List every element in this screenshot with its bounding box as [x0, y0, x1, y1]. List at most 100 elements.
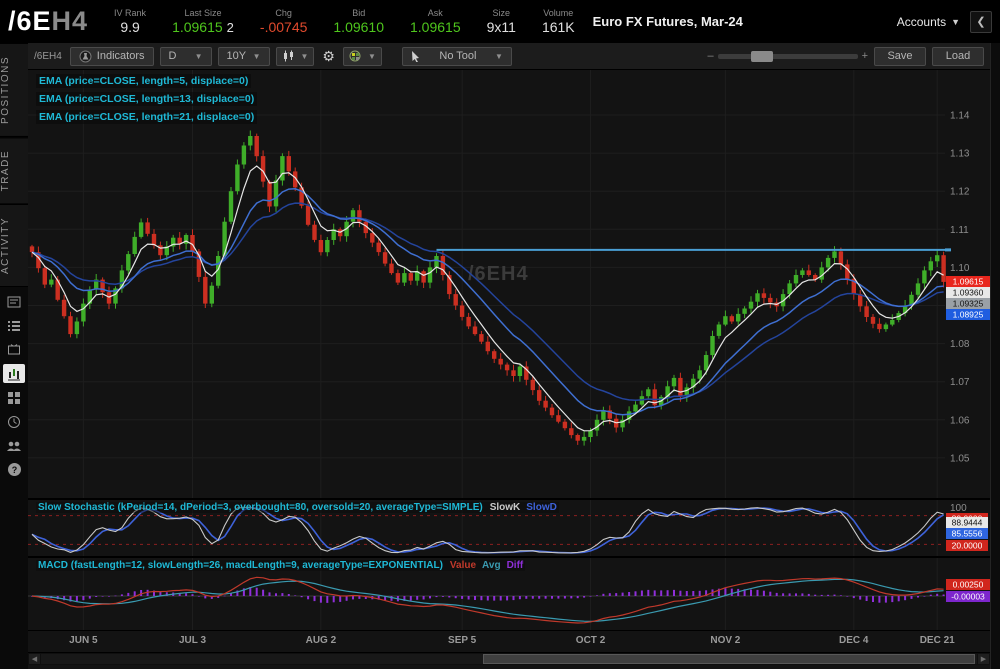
time-axis-label: JUN 5	[69, 635, 98, 646]
candlestick-chart[interactable]: 1.141.131.121.111.101.091.081.071.061.05…	[28, 70, 990, 498]
svg-text:?: ?	[11, 465, 17, 475]
svg-text:1.09360: 1.09360	[953, 288, 984, 298]
svg-text:0.00250: 0.00250	[953, 580, 984, 590]
field-value: 161K	[541, 19, 575, 35]
ema5-label[interactable]: EMA (price=CLOSE, length=5, displace=0)	[36, 74, 252, 88]
field-size: Size 9x11	[487, 8, 516, 35]
macd-panel[interactable]: MACD (fastLength=12, slowLength=26, macd…	[28, 556, 990, 632]
candlestick-icon	[283, 50, 293, 62]
time-axis-label: OCT 2	[575, 635, 606, 646]
layout-dropdown[interactable]: ▼	[342, 46, 382, 66]
time-axis-label: SEP 5	[448, 635, 477, 646]
timeframe-dropdown[interactable]: D ▼	[159, 46, 212, 66]
macd-label[interactable]: MACD (fastLength=12, slowLength=26, macd…	[36, 560, 526, 571]
field-label: IV Rank	[114, 8, 147, 18]
field-label: Ask	[427, 8, 443, 18]
svg-text:1.08925: 1.08925	[953, 310, 984, 320]
price-panel[interactable]: EMA (price=CLOSE, length=5, displace=0) …	[28, 70, 990, 498]
field-last-size: Last Size 1.09615 2	[172, 8, 234, 36]
chart-type-dropdown[interactable]: ▼	[275, 46, 315, 66]
svg-text:1.09325: 1.09325	[953, 299, 984, 309]
indicators-button[interactable]: Indicators	[69, 46, 154, 66]
instrument-description: Euro FX Futures, Mar-24	[592, 14, 743, 29]
svg-text:1.07: 1.07	[950, 377, 970, 388]
chevron-down-icon: ▼	[494, 51, 503, 61]
scrollbar-track[interactable]	[41, 654, 977, 664]
svg-text:1.12: 1.12	[950, 187, 970, 198]
range-dropdown[interactable]: 10Y ▼	[217, 46, 270, 66]
range-value: 10Y	[226, 50, 247, 62]
load-label: Load	[945, 50, 971, 62]
save-button[interactable]: Save	[874, 46, 926, 66]
scrollbar-thumb[interactable]	[483, 654, 975, 664]
axis-badge: 20.0000	[946, 540, 988, 551]
candles	[29, 130, 946, 446]
time-axis-label: DEC 21	[919, 635, 955, 646]
study-labels-price: EMA (price=CLOSE, length=5, displace=0) …	[36, 74, 258, 124]
grid-icon[interactable]	[3, 388, 25, 407]
accounts-label: Accounts	[896, 14, 947, 29]
svg-text:85.5556: 85.5556	[952, 529, 983, 539]
symbol-root: /6E	[8, 6, 52, 36]
field-label: Size	[492, 8, 511, 18]
scroll-right-icon[interactable]: ▶	[978, 654, 989, 664]
zoom-in-icon[interactable]: +	[861, 50, 868, 62]
tool-label: No Tool	[439, 50, 477, 62]
stochastic-params: Slow Stochastic (kPeriod=14, dPeriod=3, …	[38, 502, 483, 513]
accounts-dropdown[interactable]: Accounts ▼	[897, 15, 960, 29]
chevron-down-icon: ▼	[951, 16, 960, 27]
community-icon[interactable]	[3, 436, 25, 455]
gear-icon[interactable]: ⚙	[322, 47, 335, 64]
indicators-label: Indicators	[96, 50, 145, 62]
field-value: 9x11	[486, 19, 516, 35]
macd-params: MACD (fastLength=12, slowLength=26, macd…	[38, 560, 443, 571]
field-value: 1.09615	[410, 19, 461, 35]
time-axis-label: AUG 2	[305, 635, 337, 646]
load-button[interactable]: Load	[932, 46, 984, 66]
macd-plot[interactable]: 0.00250 -0.00003	[28, 558, 990, 632]
macd-avg-legend: Avg	[482, 560, 501, 571]
watchlist-icon[interactable]	[3, 292, 25, 311]
field-label: Bid	[352, 8, 366, 18]
monitor-icon[interactable]	[3, 340, 25, 359]
timeframe-value: D	[168, 50, 177, 62]
zoom-slider[interactable]	[717, 50, 858, 62]
scroll-left-icon[interactable]: ◀	[29, 654, 40, 664]
zoom-slider-thumb[interactable]	[751, 50, 774, 62]
svg-text:1.10: 1.10	[950, 263, 970, 274]
svg-text:20.0000: 20.0000	[952, 541, 983, 551]
field-value: 9.9	[120, 19, 140, 35]
field-label: Volume	[543, 8, 574, 18]
cursor-icon	[411, 50, 419, 62]
drawing-tool-dropdown[interactable]: No Tool ▼	[401, 46, 512, 66]
ema21-label[interactable]: EMA (price=CLOSE, length=21, displace=0)	[36, 110, 258, 124]
sidebar-tab-trade[interactable]: TRADE	[0, 136, 28, 205]
sidebar-tab-activity[interactable]: ACTIVITY	[0, 204, 28, 288]
ema13-label[interactable]: EMA (price=CLOSE, length=13, displace=0)	[36, 92, 258, 106]
stochastic-panel[interactable]: Slow Stochastic (kPeriod=14, dPeriod=3, …	[28, 498, 990, 558]
list-icon[interactable]	[3, 316, 25, 335]
sidebar-tab-positions[interactable]: POSITIONS	[0, 43, 28, 137]
right-collapse-strip[interactable]	[990, 43, 1000, 669]
clock-icon[interactable]	[3, 412, 25, 431]
svg-text:1.14: 1.14	[950, 111, 970, 122]
svg-text:1.06: 1.06	[950, 415, 970, 426]
axis-badge: -0.00003	[946, 591, 990, 602]
chart-icon[interactable]	[3, 364, 25, 384]
field-volume: Volume 161K	[542, 8, 575, 35]
axis-badge: 1.09360	[946, 287, 990, 298]
field-ask: Ask 1.09615	[410, 8, 461, 35]
field-value: 1.09610	[333, 19, 384, 35]
collapse-panel-button[interactable]: ❮	[970, 10, 992, 33]
zoom-out-icon[interactable]: –	[707, 50, 714, 62]
help-icon[interactable]: ?	[3, 460, 25, 479]
chart-scrollbar: ◀ ▶	[28, 652, 990, 665]
svg-text:1.09615: 1.09615	[953, 277, 984, 287]
field-label: Chg	[275, 8, 292, 18]
field-chg: Chg -.00745	[260, 8, 307, 35]
stochastic-label[interactable]: Slow Stochastic (kPeriod=14, dPeriod=3, …	[36, 502, 559, 513]
toolbar-symbol-label: /6EH4	[34, 50, 62, 62]
time-zoom-control: – +	[707, 50, 868, 62]
